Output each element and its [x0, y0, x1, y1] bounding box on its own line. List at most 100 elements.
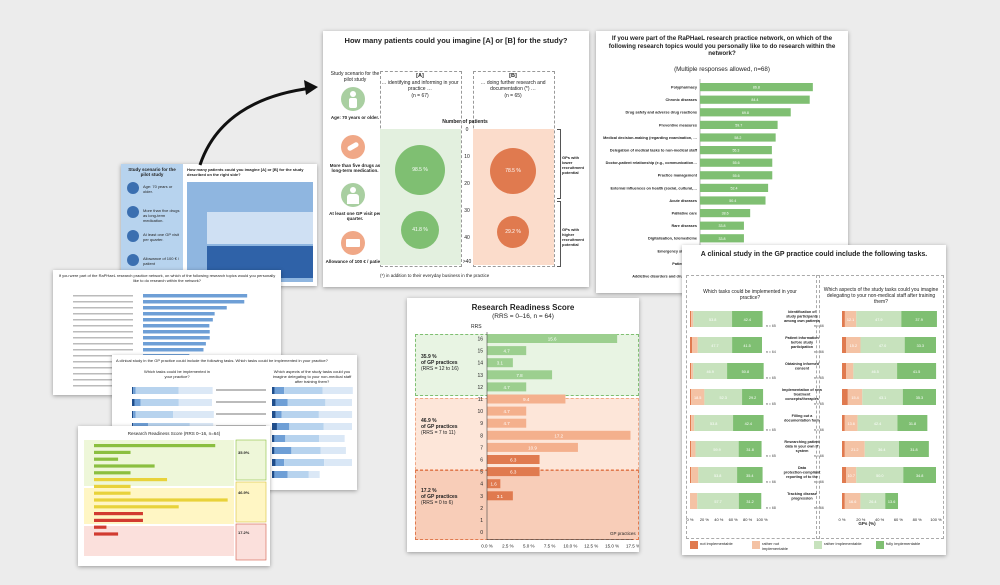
left-segment-value: 50.8 — [742, 370, 749, 374]
task-label: among own patients — [784, 319, 820, 323]
rrs-axis-label: RRS — [471, 324, 482, 330]
topic-value: 33.8 — [718, 224, 725, 228]
circle-b-top — [490, 148, 536, 194]
right-task-segment — [898, 441, 929, 457]
left-task-segment — [693, 363, 728, 379]
right-task-segment — [903, 467, 936, 483]
left-segment-value: 53.8 — [710, 422, 717, 426]
task-n-left: n = 68 — [766, 506, 776, 510]
right-segment-value: 13.6 — [848, 422, 855, 426]
thumb3-right-seg — [272, 447, 275, 454]
group-bottom-label: GPs with higher recruitment potential — [562, 227, 585, 247]
clinical-left-tick: 100 % — [756, 517, 768, 522]
thumb3-right-seg — [325, 399, 352, 406]
rrs-bar — [487, 491, 513, 501]
rrs-card[interactable]: Research Readiness Score (RRS = 0–16, n … — [407, 298, 639, 552]
thumb2-bar — [143, 336, 210, 340]
right-segment-value: 33.3 — [917, 344, 924, 348]
right-task-segment — [842, 389, 848, 405]
right-task-segment — [842, 337, 847, 353]
left-segment-value: 53.8 — [709, 318, 716, 322]
rrs-chart: 16 15.615 4.714 3.113 7.812 4.711 9.410 4.79 4.7… — [477, 332, 639, 549]
left-task-segment — [690, 441, 692, 457]
thumb4-bar — [94, 491, 131, 495]
rrs-bar — [487, 346, 527, 356]
thumb4-bar — [94, 444, 216, 448]
topic-value: 55.6 — [733, 174, 740, 178]
thumb4-bar — [94, 478, 168, 482]
rrs-score-label: 2 — [480, 506, 483, 512]
thumb1-row-1 — [207, 212, 313, 244]
rrs-score-label: 4 — [480, 482, 483, 488]
topic-value: 55.6 — [733, 161, 740, 165]
rrs-score-label: 6 — [480, 458, 483, 464]
thumb3-right-seg — [323, 423, 352, 430]
topic-bar — [700, 108, 791, 117]
left-task-segment — [697, 337, 733, 353]
thumb2-label-line — [73, 313, 133, 315]
scenario-card[interactable]: How many patients could you imagine [A] … — [323, 31, 589, 287]
thumb3-right-seg — [276, 423, 290, 430]
left-segment-value: 29.2 — [749, 396, 756, 400]
money-icon — [341, 231, 365, 255]
task-n-left: n = 65 — [766, 324, 776, 328]
thumb3-left-seg — [178, 387, 213, 394]
thumb4-label-2: 46.9% — [238, 490, 250, 495]
rrs-bar — [487, 442, 578, 452]
topic-value: 59.7 — [735, 123, 742, 127]
topic-bar — [700, 83, 813, 92]
topic-label: Preventive measures — [659, 123, 697, 127]
thumb3-right-seg — [275, 399, 288, 406]
thumb2-bar — [143, 306, 227, 310]
rrs-score-label: 1 — [480, 518, 483, 524]
thumb1-scenario-label: Study scenario for the pilot study — [128, 167, 176, 177]
thumb1-item-4: Allowance of 100 € / patient — [143, 256, 180, 266]
thumb3-right-seg — [275, 459, 285, 466]
rrs-score-label: 7 — [480, 445, 483, 451]
thumbnail-rrs-card[interactable]: Research Readiness Score (RRS 0–16, n=64… — [78, 426, 270, 566]
thumb3-right-seg — [322, 387, 353, 394]
rrs-group-low-range: (RRS = 0 to 6) — [421, 500, 454, 506]
thumb3-left-seg — [132, 411, 134, 418]
right-segment-value: 43.1 — [879, 396, 886, 400]
legend-swatch-not — [690, 541, 698, 549]
thumb2-label-line — [73, 385, 133, 387]
rrs-x-label: GP practices — [610, 531, 636, 536]
right-task-segment — [904, 337, 936, 353]
right-segment-value: 13.6 — [888, 500, 895, 504]
thumbnail-scenario-card[interactable]: Study scenario for the pilot study Age: … — [121, 164, 317, 286]
left-segment-value: 41.5 — [743, 344, 750, 348]
topic-label: Rare diseases — [671, 224, 697, 228]
right-segment-value: 21.2 — [851, 448, 858, 452]
thumb3-right-seg — [274, 447, 292, 454]
task-n-right: n = 66 — [814, 506, 824, 510]
left-task-segment — [691, 467, 699, 483]
task-label: Obtaining informed — [785, 362, 820, 366]
number-of-patients-label: Number of patients — [442, 119, 488, 125]
thumb2-label-line — [73, 343, 133, 345]
clinical-left-tick: 60 % — [729, 517, 739, 522]
topic-value: 33.8 — [718, 237, 725, 241]
right-task-segment — [860, 493, 886, 509]
right-task-segment — [856, 467, 904, 483]
thumb2-bar — [143, 318, 213, 322]
bracket-top — [557, 129, 561, 199]
thumb3-left-seg — [133, 411, 136, 418]
clinical-left-tick: 40 % — [714, 517, 724, 522]
thumb2-bar — [143, 348, 204, 352]
right-task-segment — [846, 467, 857, 483]
rrs-bar-value: 10.9 — [528, 445, 537, 450]
left-task-segment — [693, 311, 733, 327]
rrs-bar — [487, 382, 527, 392]
right-task-segment — [846, 337, 861, 353]
left-task-segment — [738, 493, 762, 509]
thumb1-item-3: At least one GP visit per quarter. — [143, 232, 179, 242]
topic-label: Chronic diseases — [666, 98, 697, 102]
task-label: Filling out a — [792, 414, 814, 418]
rrs-bar-value: 17.2 — [554, 433, 563, 438]
rrs-score-label: 9 — [480, 421, 483, 427]
clinical-chart: 53.8 42.4 12.1 47.9 37.9 Identification ofstu… — [687, 310, 943, 522]
thumb3-left-seg — [132, 399, 135, 406]
right-task-segment — [844, 441, 865, 457]
clinical-card[interactable]: A clinical study in the GP practice coul… — [682, 245, 946, 555]
